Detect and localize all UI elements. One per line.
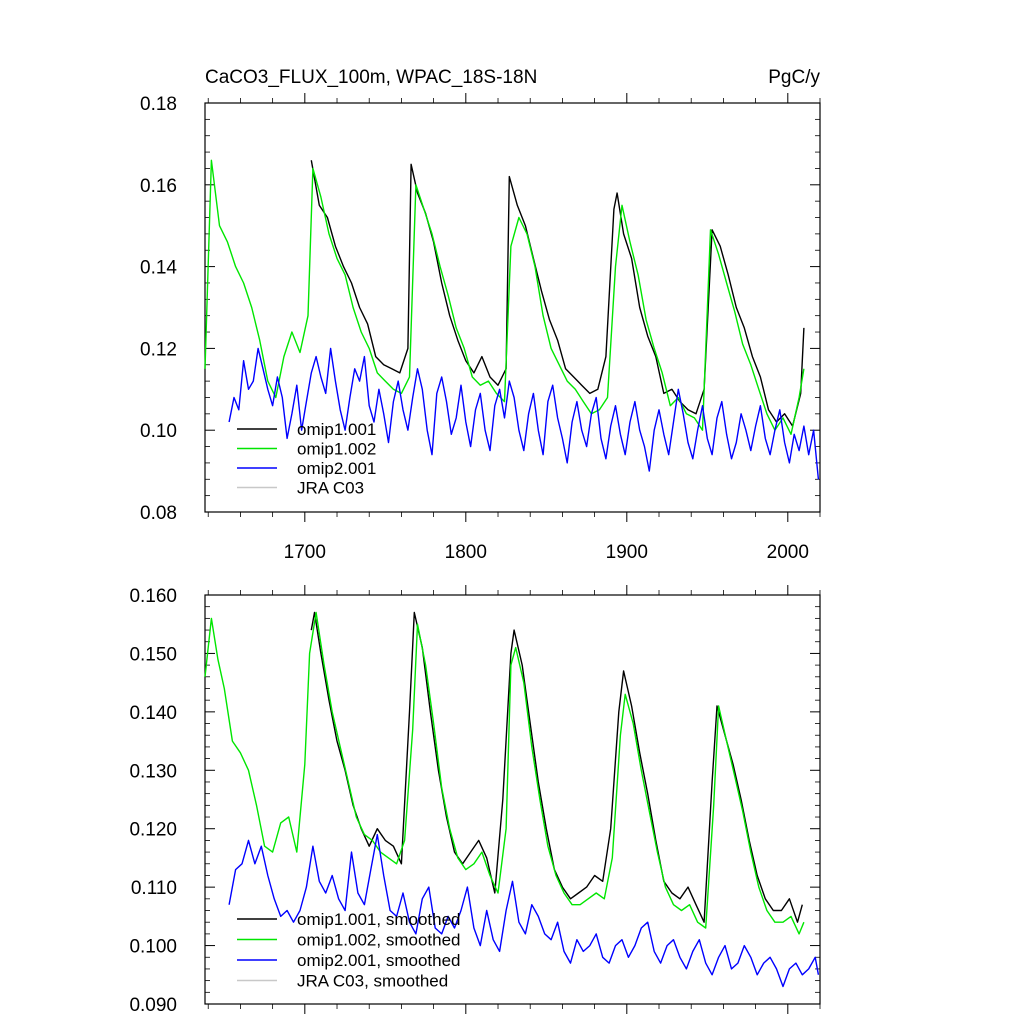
y-tick-label: 0.150 <box>129 644 177 665</box>
x-tick-label: 1900 <box>606 542 648 563</box>
plot-frame <box>204 594 821 1005</box>
chart-panel-2: 0.090 0.100 0.110 0.120 0.130 0.140 0.150 0.160… <box>129 585 821 1016</box>
legend-label: omip1.001, smoothed <box>297 910 461 929</box>
legend-label: omip1.002, smoothed <box>297 931 461 950</box>
y-tick-label: 0.090 <box>129 995 177 1016</box>
legend-label: JRA C03, smoothed <box>297 972 448 991</box>
y-tick-label: 0.130 <box>129 761 177 782</box>
x-tick-label: 1800 <box>445 542 487 563</box>
chart-units: PgC/y <box>768 67 820 88</box>
y-tick-label: 0.160 <box>129 586 177 607</box>
series-line-2 <box>204 159 805 435</box>
chart-title: CaCO3_FLUX_100m, WPAC_18S-18N <box>205 67 537 88</box>
y-tick-label: 0.12 <box>140 339 177 360</box>
y-tick-label: 0.100 <box>129 937 177 958</box>
x-tick-label: 1700 <box>284 542 326 563</box>
y-tick-label: 0.110 <box>131 878 177 899</box>
y-tick-label: 0.10 <box>140 421 177 442</box>
series-line-2 <box>204 611 805 935</box>
y-tick-label: 0.140 <box>129 703 177 724</box>
x-tick-label: 2000 <box>767 542 809 563</box>
plot-frame <box>204 102 821 513</box>
y-tick-label: 0.14 <box>140 258 177 279</box>
series-line-3 <box>228 347 820 480</box>
legend-label: omip2.001 <box>297 459 376 478</box>
legend-label: omip2.001, smoothed <box>297 951 461 970</box>
legend-label: omip1.001 <box>297 420 376 439</box>
y-tick-label: 0.120 <box>129 820 177 841</box>
legend-label: JRA C03 <box>297 479 364 498</box>
series-line-3 <box>228 833 820 988</box>
y-tick-label: 0.18 <box>140 94 177 115</box>
y-tick-label: 0.16 <box>140 176 177 197</box>
chart-panel-1: CaCO3_FLUX_100m, WPAC_18S-18N PgC/y 0.08 0.… <box>140 67 821 563</box>
series-line-1 <box>310 160 805 427</box>
legend-label: omip1.002 <box>297 440 376 459</box>
y-tick-label: 0.08 <box>140 503 177 524</box>
